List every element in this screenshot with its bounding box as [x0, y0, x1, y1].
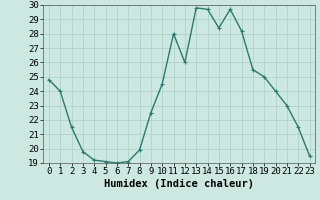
X-axis label: Humidex (Indice chaleur): Humidex (Indice chaleur) [104, 179, 254, 189]
